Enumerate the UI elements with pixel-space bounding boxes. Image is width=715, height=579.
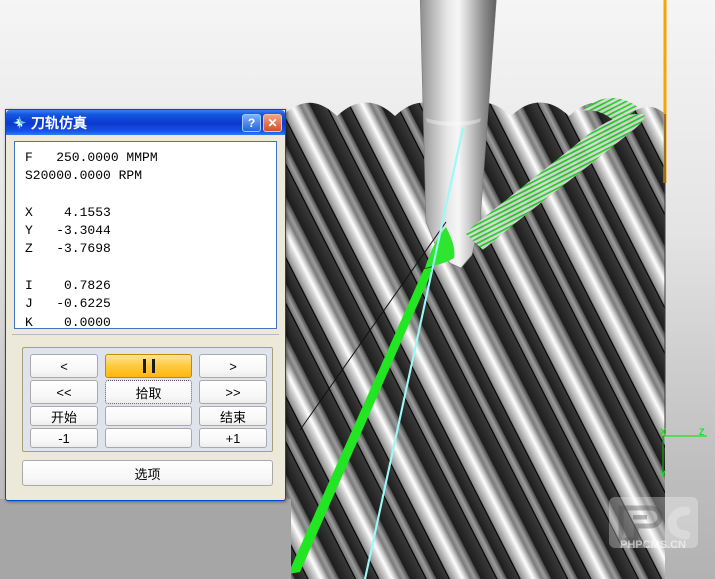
svg-text:Y: Y xyxy=(660,469,666,479)
svg-text:Z: Z xyxy=(699,427,705,437)
svg-text:PHPCMS.CN: PHPCMS.CN xyxy=(620,539,686,551)
svg-text:X: X xyxy=(660,427,666,437)
